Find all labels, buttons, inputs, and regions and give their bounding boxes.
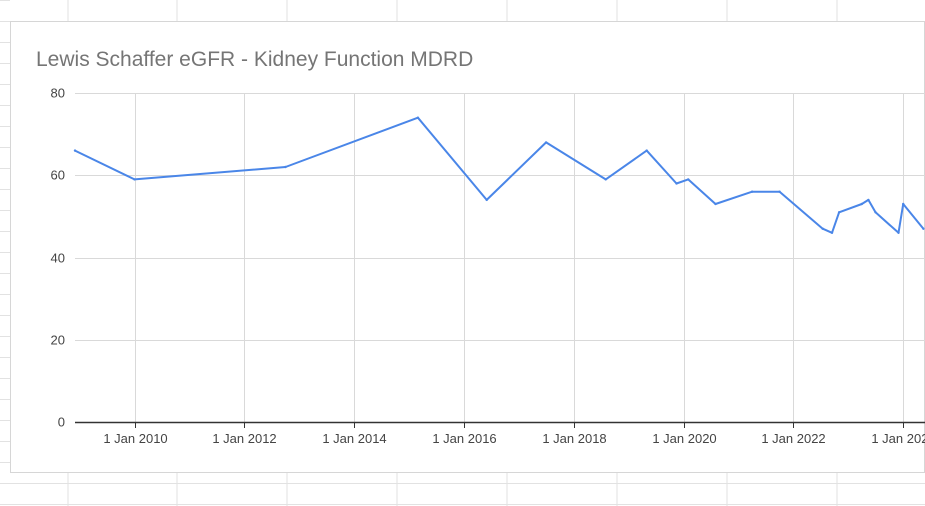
data-point [902,202,905,206]
y-tick-label: 0 [58,415,65,430]
y-axis: 0 20 40 60 80 [51,86,65,430]
series-line [74,116,925,234]
data-point [687,178,690,181]
data-point [837,211,841,214]
y-tick-label: 40 [51,251,65,266]
x-tick-label: 1 Jan 2010 [103,431,167,446]
data-point [485,198,488,202]
data-point [675,182,678,185]
data-series [73,116,925,234]
data-point [133,178,136,181]
data-point [750,190,754,193]
data-point [821,227,824,230]
data-point [604,178,607,181]
data-point [544,141,548,144]
x-tick-label: 1 Jan 2018 [542,431,606,446]
data-point [830,231,834,234]
data-point [874,211,877,214]
x-tick-label: 1 Jan 2016 [432,431,496,446]
data-point [284,165,287,169]
y-tick-label: 20 [51,333,65,348]
x-tick-label: 1 Jan 2014 [322,431,386,446]
data-point [897,231,900,234]
data-point [416,116,420,119]
data-point [778,190,781,193]
x-axis: 1 Jan 2010 1 Jan 2012 1 Jan 2014 1 Jan 2016… [75,421,925,446]
data-point [714,202,717,206]
y-tick-label: 60 [51,168,65,183]
chart-card[interactable]: Lewis Schaffer eGFR - Kidney Function MD… [10,21,925,473]
x-tick-label: 1 Jan 2012 [212,431,276,446]
x-tick-label: 1 Jan 2024 [871,431,925,446]
x-tick-label: 1 Jan 2020 [652,431,716,446]
x-tick-label: 1 Jan 2022 [761,431,825,446]
data-point [73,149,77,152]
data-point [860,202,863,206]
line-chart: 0 20 40 60 80 1 Jan 2010 1 Jan 2012 1 Jan 2014… [51,86,925,446]
data-point [922,227,925,230]
y-tick-label: 80 [51,86,65,101]
data-point [867,198,870,202]
gridlines [75,93,925,422]
chart-title: Lewis Schaffer eGFR - Kidney Function MD… [36,48,474,71]
data-point [645,149,648,152]
